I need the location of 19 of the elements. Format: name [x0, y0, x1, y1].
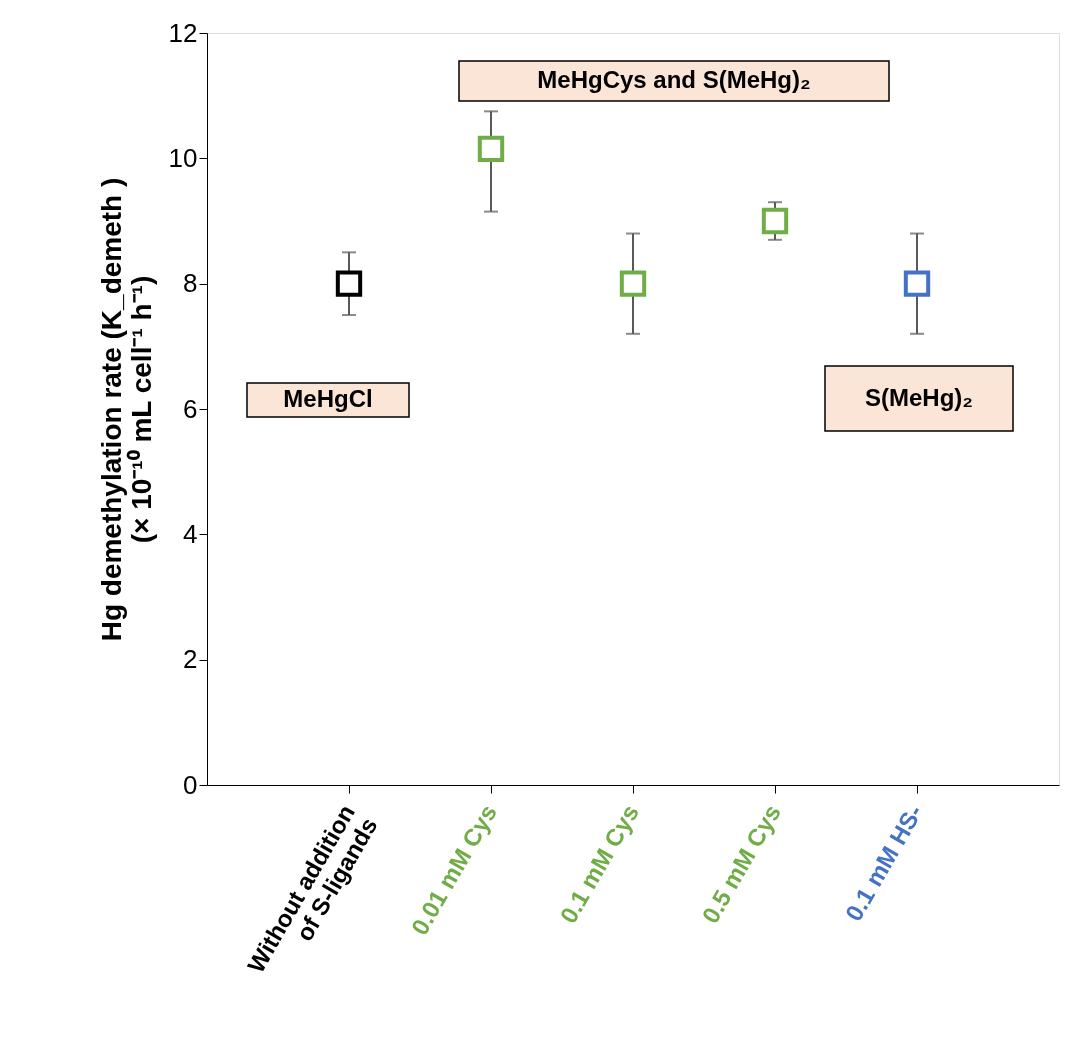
point: [477, 135, 505, 163]
y-tick-label: 12: [168, 17, 198, 48]
annotation: S(MeHg)₂: [865, 383, 973, 411]
y-tick-label: 0: [183, 769, 198, 800]
annotation: MeHgCl: [283, 385, 373, 412]
point: [903, 270, 931, 297]
x-tick-label: 0.1 mM Cys: [554, 800, 644, 928]
y-tick-label: 6: [183, 393, 198, 424]
y-tick-label: 8: [183, 268, 198, 299]
x-tick-label: 0.5 mM Cys: [696, 800, 786, 928]
y-tick-label: 4: [183, 518, 198, 549]
y-tick-label: 10: [168, 142, 198, 173]
y-tick-label: 2: [183, 644, 198, 675]
point: [761, 207, 789, 235]
y-axis-title: Hg demethylation rate (K_demeth ) (× 10⁻¹⁰ mL cell⁻¹ h⁻¹): [95, 177, 157, 642]
x-tick-label: 0.1 mM HS-: [839, 800, 928, 926]
annotation: MeHgCys and S(MeHg)₂: [537, 66, 811, 93]
point: [619, 270, 647, 297]
point: [335, 270, 363, 297]
